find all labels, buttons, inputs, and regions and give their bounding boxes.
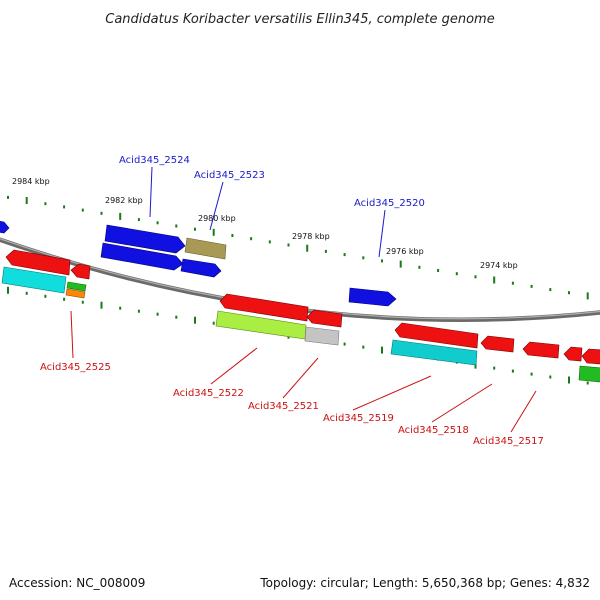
scale-label-2976: 2976 kbp [386,247,424,256]
gene-acid345-2525[interactable] [1,266,67,294]
gene-acid345-2523[interactable] [184,237,227,260]
leader-acid345-2521 [282,357,319,399]
label-acid345-2523[interactable]: Acid345_2523 [194,170,265,181]
label-acid345-2519[interactable]: Acid345_2519 [323,413,394,424]
gene-forward-b[interactable] [100,242,184,271]
label-acid345-2521[interactable]: Acid345_2521 [248,401,319,412]
gene-small-green[interactable] [66,281,87,292]
label-acid345-2518[interactable]: Acid345_2518 [398,425,469,436]
leader-acid345-2525 [70,310,74,359]
label-acid345-2520[interactable]: Acid345_2520 [354,198,425,209]
gene-acid345-2519[interactable] [390,339,478,366]
outer-tick-track [7,195,589,300]
bottom-leaders [70,310,537,433]
gene-edge-green[interactable] [578,365,600,383]
scale-label-2984: 2984 kbp [12,177,50,186]
leader-acid345-2523 [209,181,224,231]
label-acid345-2517[interactable]: Acid345_2517 [473,436,544,447]
leader-acid345-2519 [352,375,432,411]
gene-acid345-2524[interactable] [104,224,186,254]
map-title: Candidatus Koribacter versatilis Ellin34… [105,12,494,27]
scale-label-2982: 2982 kbp [105,196,143,205]
gene-reverse-f[interactable] [480,335,515,353]
genome-stats-text: Topology: circular; Length: 5,650,368 bp… [260,576,590,590]
gene-acid345-2517[interactable] [581,348,600,365]
accession-text: Accession: NC_008009 [9,576,146,590]
gene-track-reverse [1,249,600,383]
gene-reverse-c[interactable] [219,293,309,322]
scale-label-2974: 2974 kbp [480,261,518,270]
leader-acid345-2524 [149,166,153,218]
label-acid345-2525[interactable]: Acid345_2525 [40,362,111,373]
scale-label-2978: 2978 kbp [292,232,330,241]
leader-acid345-2520 [378,209,386,258]
gene-reverse-b[interactable] [70,263,91,280]
gene-reverse-g[interactable] [563,346,583,362]
scale-label-2980: 2980 kbp [198,214,236,223]
gene-small-orange[interactable] [65,288,86,299]
leader-acid345-2518 [431,383,493,423]
gene-acid345-2518[interactable] [522,341,560,359]
leader-acid345-2517 [510,390,537,433]
gene-acid345-2520[interactable] [348,287,397,307]
gene-forward-c[interactable] [180,258,222,278]
gene-track-forward [0,221,397,307]
gene-reverse-d[interactable] [306,309,343,328]
top-leaders [149,166,386,258]
leader-acid345-2522 [210,347,258,385]
gene-reverse-e[interactable] [394,322,479,349]
label-acid345-2524[interactable]: Acid345_2524 [119,155,190,166]
gene-forward-edge[interactable] [0,221,10,234]
gene-acid345-2521[interactable] [304,326,340,346]
label-acid345-2522[interactable]: Acid345_2522 [173,388,244,399]
gene-reverse-a[interactable] [5,249,71,276]
